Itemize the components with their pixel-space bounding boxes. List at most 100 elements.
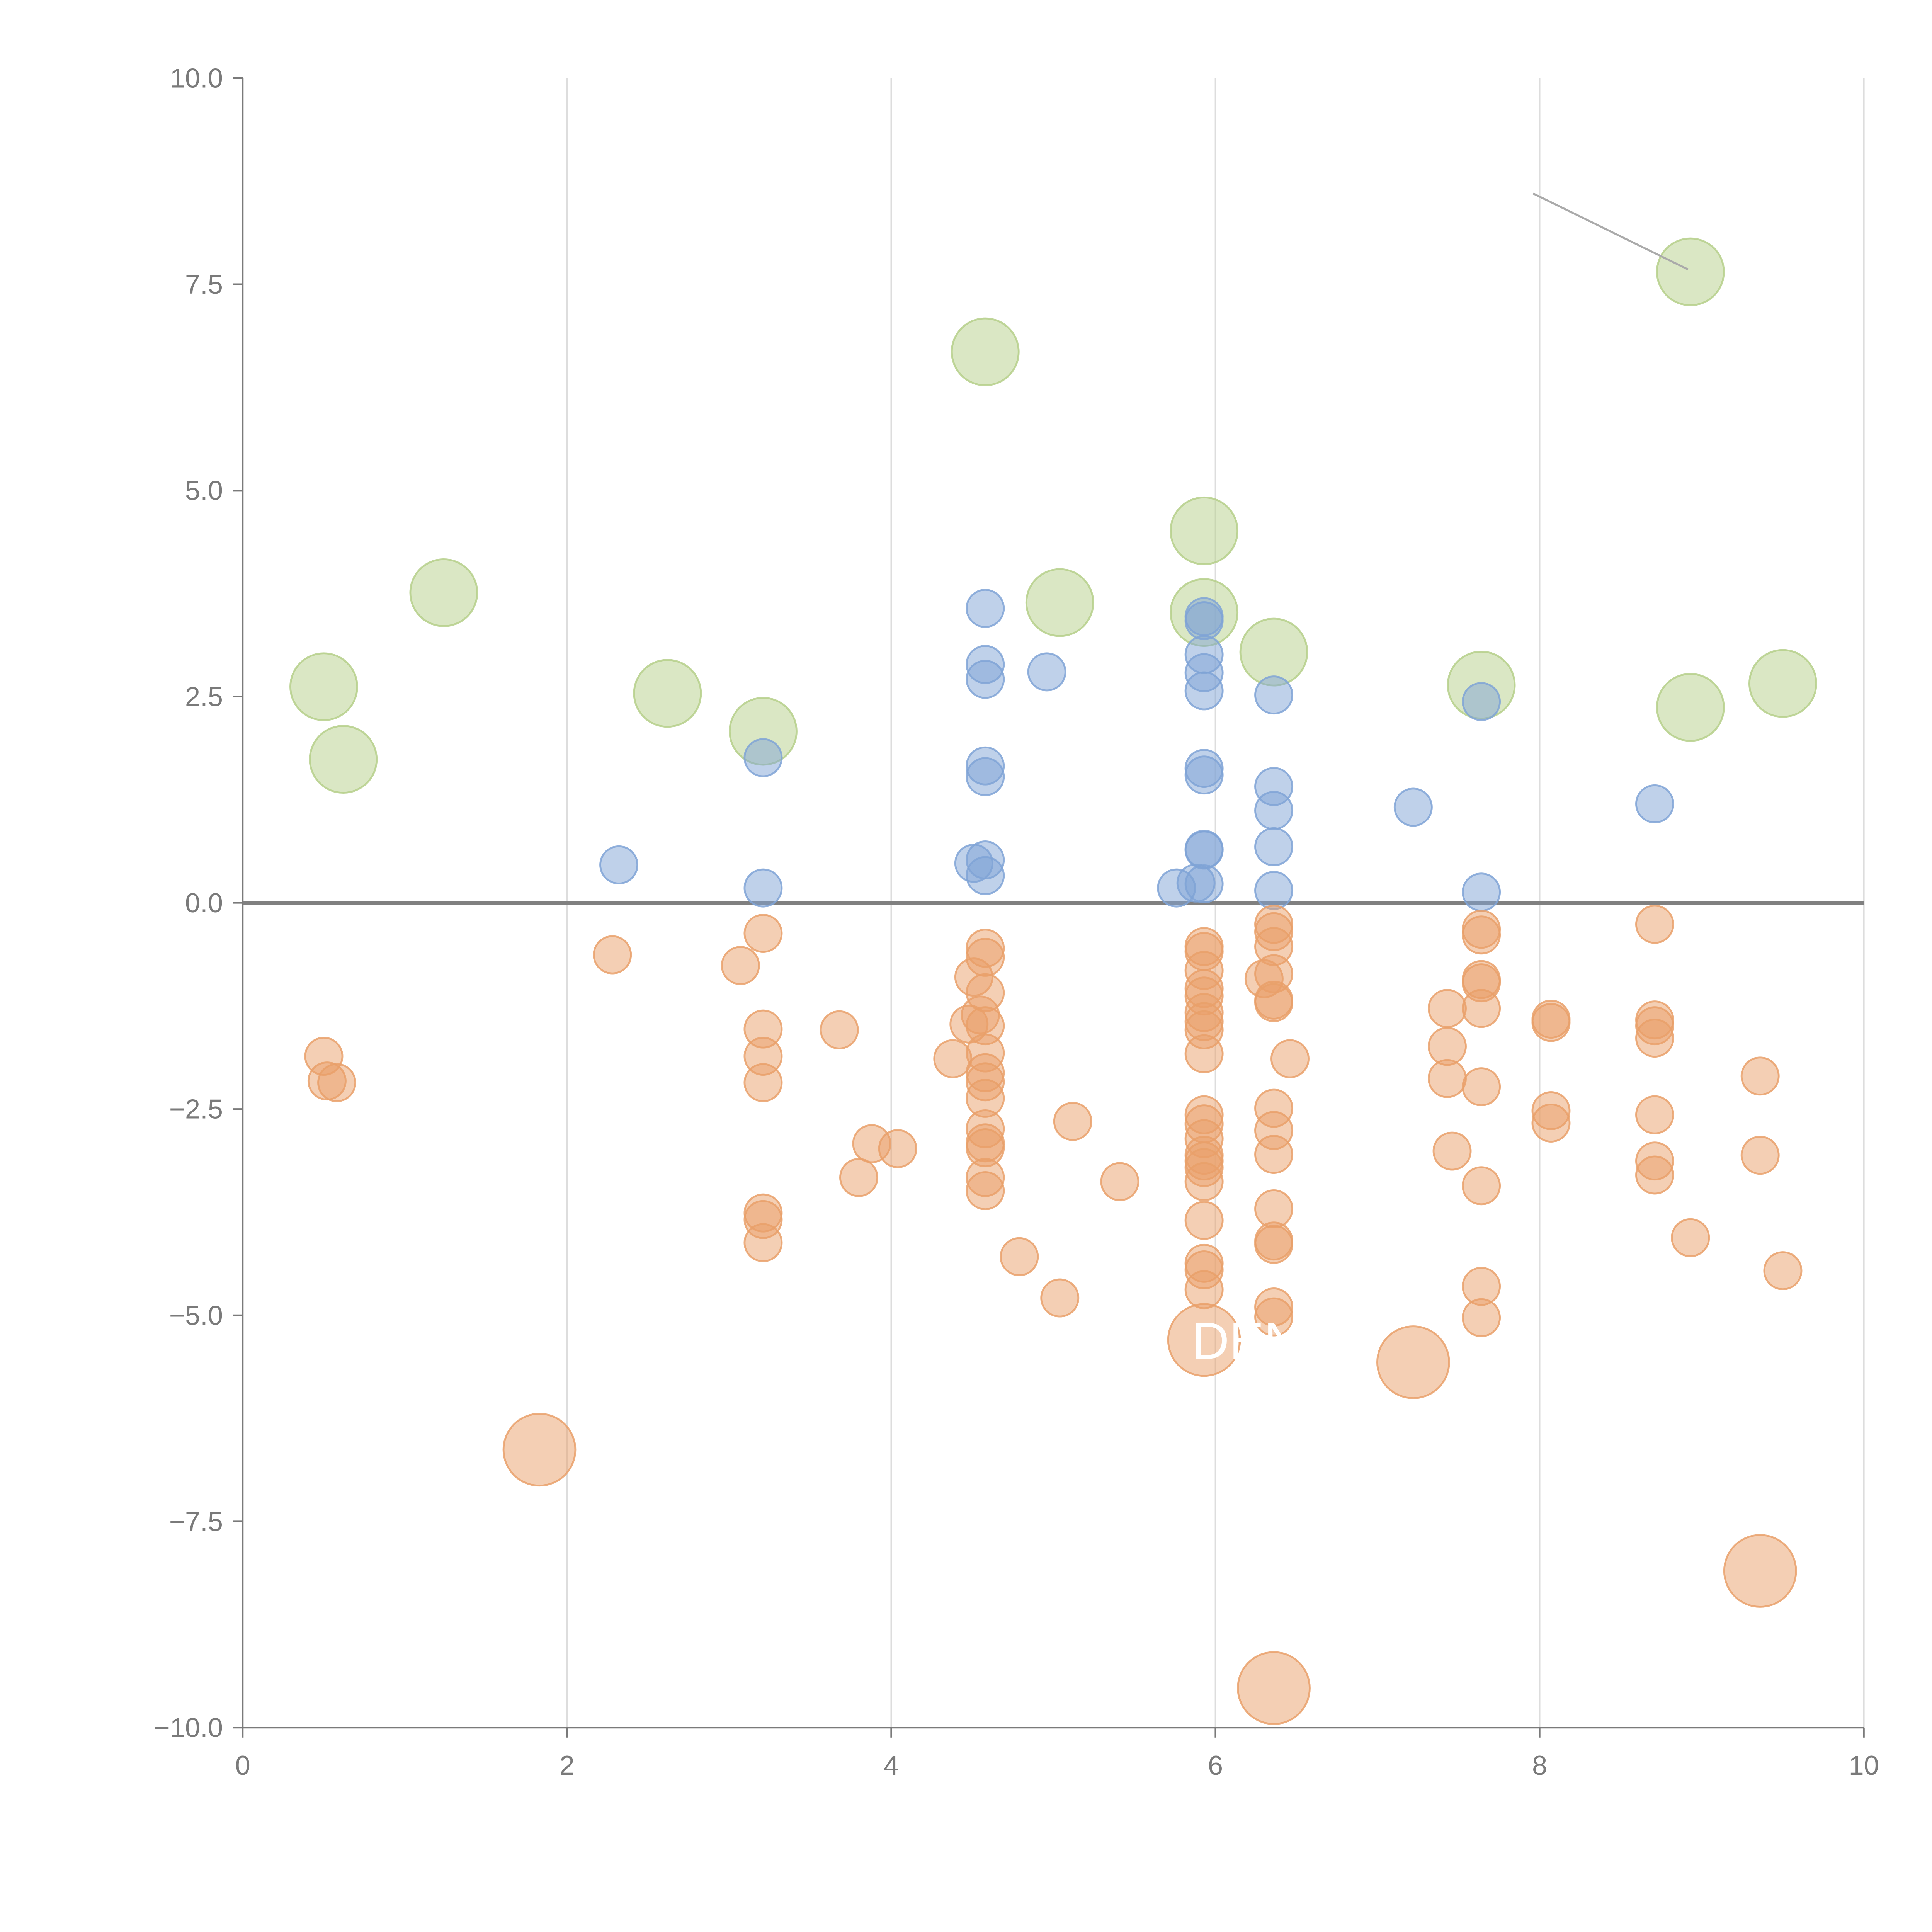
data-point — [1254, 827, 1294, 866]
data-point — [743, 914, 783, 953]
data-point — [1053, 1102, 1092, 1141]
data-point — [743, 738, 783, 777]
data-point — [1462, 989, 1501, 1028]
data-point — [1184, 601, 1224, 640]
data-point — [1237, 1651, 1311, 1725]
data-point — [1462, 1067, 1501, 1107]
y-tick-label: −5.0 — [169, 1300, 223, 1330]
y-tick-label: 0.0 — [185, 888, 223, 918]
data-point — [1270, 1039, 1310, 1078]
data-point — [1763, 1251, 1803, 1291]
data-point — [1635, 905, 1674, 944]
annotation-layer: DEN — [1192, 192, 1689, 1370]
data-point — [1167, 1303, 1241, 1377]
points-layer — [289, 237, 1817, 1725]
y-tick-label: 2.5 — [185, 681, 223, 712]
data-point — [966, 856, 1005, 895]
y-tick-label: −7.5 — [169, 1506, 223, 1537]
data-point — [1462, 872, 1501, 912]
data-point — [743, 1063, 783, 1102]
data-point — [633, 659, 702, 728]
data-point — [1635, 1155, 1674, 1195]
data-point — [1184, 1034, 1224, 1073]
data-point — [951, 317, 1020, 386]
data-point — [966, 757, 1005, 796]
data-point — [966, 1171, 1005, 1211]
data-point — [1671, 1218, 1710, 1257]
data-point — [317, 1063, 357, 1102]
y-tick-label: −2.5 — [169, 1094, 223, 1124]
data-point — [1376, 1325, 1450, 1399]
data-point — [1027, 652, 1066, 692]
data-point — [1254, 983, 1294, 1022]
x-tick-label: 2 — [560, 1750, 575, 1781]
data-point — [1040, 1278, 1080, 1318]
data-point — [593, 935, 632, 975]
data-point — [1740, 1136, 1780, 1175]
data-point — [1427, 1059, 1467, 1098]
data-point — [721, 946, 760, 985]
data-point — [1531, 1003, 1571, 1042]
data-point — [743, 1223, 783, 1262]
data-point — [1184, 864, 1224, 903]
axes-layer: 10.0 7.5 5.0 2.5 0.0 −2.5 −5.0 −7.5 −10.0 0 2 4 6 8 10 — [154, 63, 1879, 1781]
data-point — [1254, 1225, 1294, 1264]
x-tick-label: 0 — [235, 1750, 250, 1781]
data-point — [1254, 871, 1294, 910]
data-point — [1184, 1270, 1224, 1310]
data-point — [1723, 1534, 1797, 1608]
data-point — [1184, 671, 1224, 711]
data-point — [1635, 784, 1674, 823]
data-point — [966, 973, 1005, 1012]
data-point — [1656, 673, 1725, 742]
data-point — [743, 868, 783, 908]
data-point — [502, 1413, 577, 1487]
y-tick-label: −10.0 — [154, 1713, 223, 1743]
data-point — [1184, 830, 1224, 870]
x-tick-label: 4 — [884, 1750, 899, 1781]
data-point — [1531, 1103, 1571, 1143]
data-point — [1427, 989, 1467, 1028]
data-point — [966, 660, 1005, 699]
data-point — [966, 937, 1005, 977]
data-point — [966, 588, 1005, 628]
data-point — [1462, 915, 1501, 955]
data-point — [839, 1158, 878, 1197]
data-point — [289, 652, 358, 721]
data-point — [1635, 1095, 1674, 1134]
y-tick-label: 7.5 — [185, 269, 223, 299]
data-point — [1432, 1131, 1472, 1171]
data-point — [1254, 1135, 1294, 1174]
series-large-negative — [502, 1303, 1797, 1725]
data-point — [878, 1129, 917, 1168]
data-point — [1170, 496, 1239, 565]
x-tick-label: 10 — [1849, 1750, 1879, 1781]
data-point — [1656, 237, 1725, 306]
data-point — [599, 845, 639, 884]
data-point — [309, 725, 378, 794]
data-point — [1748, 649, 1817, 718]
x-tick-label: 8 — [1532, 1750, 1547, 1781]
series-negative — [304, 905, 1803, 1337]
data-point — [409, 558, 478, 627]
data-point — [1184, 1162, 1224, 1201]
data-point — [1635, 1019, 1674, 1058]
series-positive — [599, 588, 1674, 912]
x-tick-label: 6 — [1208, 1750, 1223, 1781]
data-point — [1462, 682, 1501, 721]
data-point — [1100, 1162, 1139, 1201]
data-point — [1740, 1056, 1780, 1096]
data-point — [1184, 1201, 1224, 1240]
y-tick-label: 10.0 — [170, 63, 223, 93]
data-point — [1462, 1298, 1501, 1337]
data-point — [820, 1010, 859, 1049]
data-point — [1184, 755, 1224, 795]
data-point — [1025, 568, 1094, 637]
point-annotation: DEN — [1192, 1311, 1301, 1370]
y-tick-label: 5.0 — [185, 475, 223, 506]
leader-line — [1532, 192, 1689, 270]
data-point — [1000, 1237, 1039, 1276]
data-point — [1462, 1166, 1501, 1206]
data-point — [1254, 1297, 1294, 1337]
